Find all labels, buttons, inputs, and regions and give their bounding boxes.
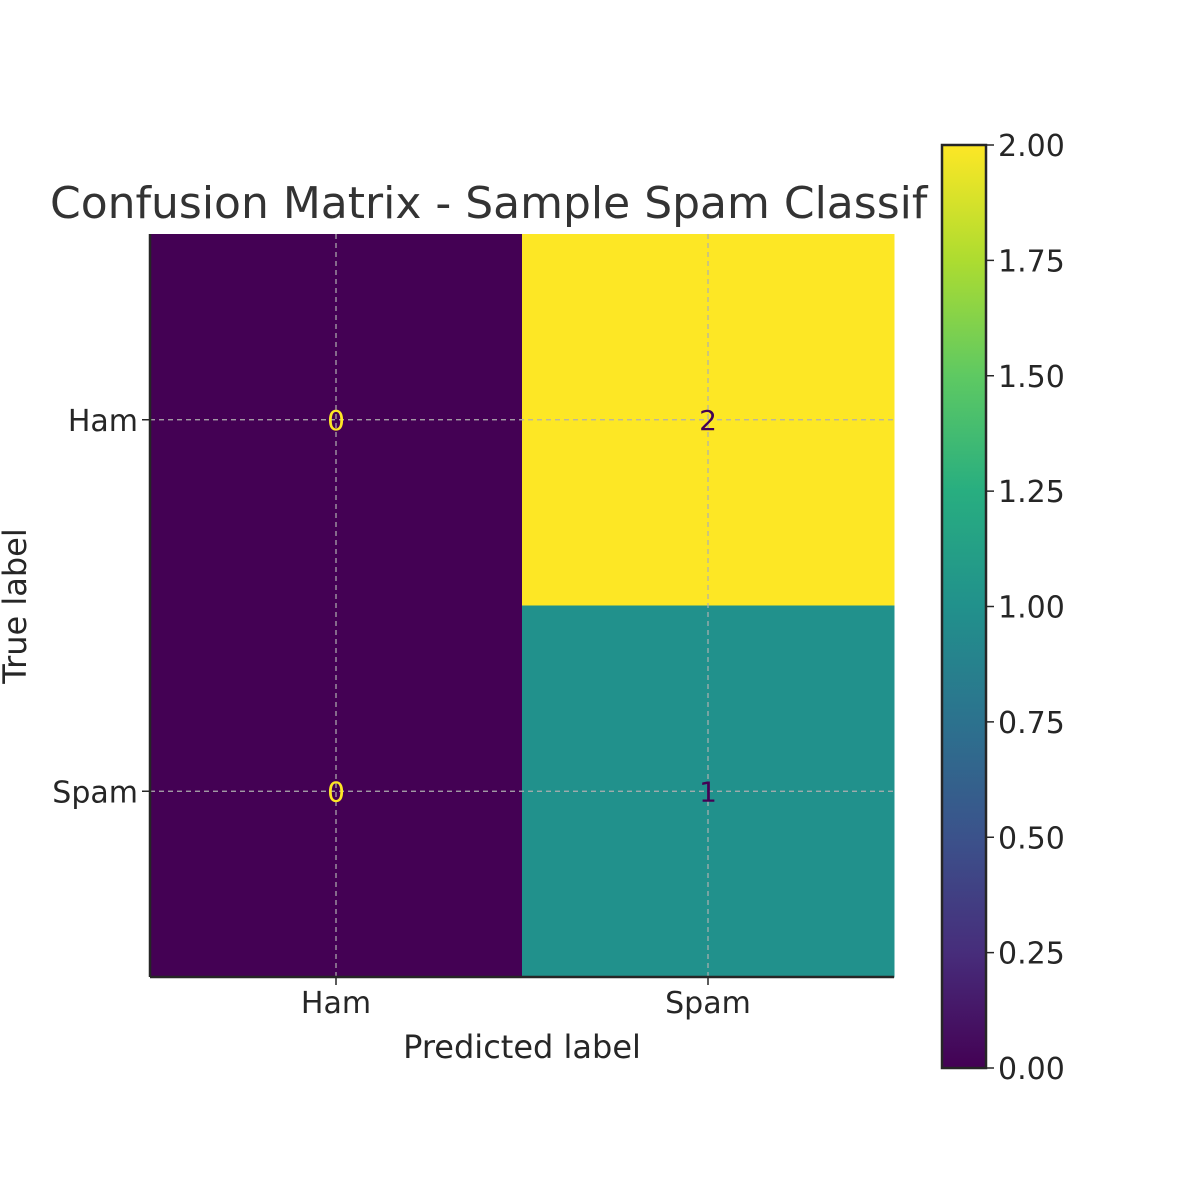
chart-title: Confusion Matrix - Sample Spam Classif	[50, 178, 929, 229]
cell-value-label: 1	[699, 775, 717, 808]
cell-value-label: 0	[327, 775, 345, 808]
grid-lines	[150, 234, 894, 977]
colorbar: 0.00 0.25 0.50 0.75 1.00 1.25 1.50 1.75 2.00	[940, 129, 1065, 1087]
x-tick-label: Ham	[301, 986, 371, 1021]
heatmap-cells	[150, 234, 895, 978]
cell-value-label: 2	[699, 404, 717, 437]
axes: Ham Spam Ham Spam	[52, 234, 894, 1021]
colorbar-tick-label: 1.50	[998, 360, 1065, 395]
colorbar-tick-label: 0.00	[998, 1052, 1065, 1087]
cell-annotations: 0 2 0 1	[327, 404, 717, 809]
colorbar-tick-label: 1.00	[998, 591, 1065, 626]
colorbar-tick-label: 0.50	[998, 821, 1065, 856]
colorbar-tick-label: 1.75	[998, 244, 1065, 279]
colorbar-tick-label: 0.75	[998, 706, 1065, 741]
colorbar-tick-label: 0.25	[998, 937, 1065, 972]
x-tick-label: Spam	[665, 986, 751, 1021]
colorbar-tick-label: 2.00	[998, 129, 1065, 164]
x-axis-label: Predicted label	[403, 1028, 641, 1066]
y-axis-label: True label	[0, 528, 34, 685]
y-tick-label: Spam	[52, 775, 138, 810]
cell-value-label: 0	[327, 404, 345, 437]
colorbar-gradient	[940, 143, 988, 1070]
y-tick-label: Ham	[68, 404, 138, 439]
colorbar-tick-label: 1.25	[998, 475, 1065, 510]
